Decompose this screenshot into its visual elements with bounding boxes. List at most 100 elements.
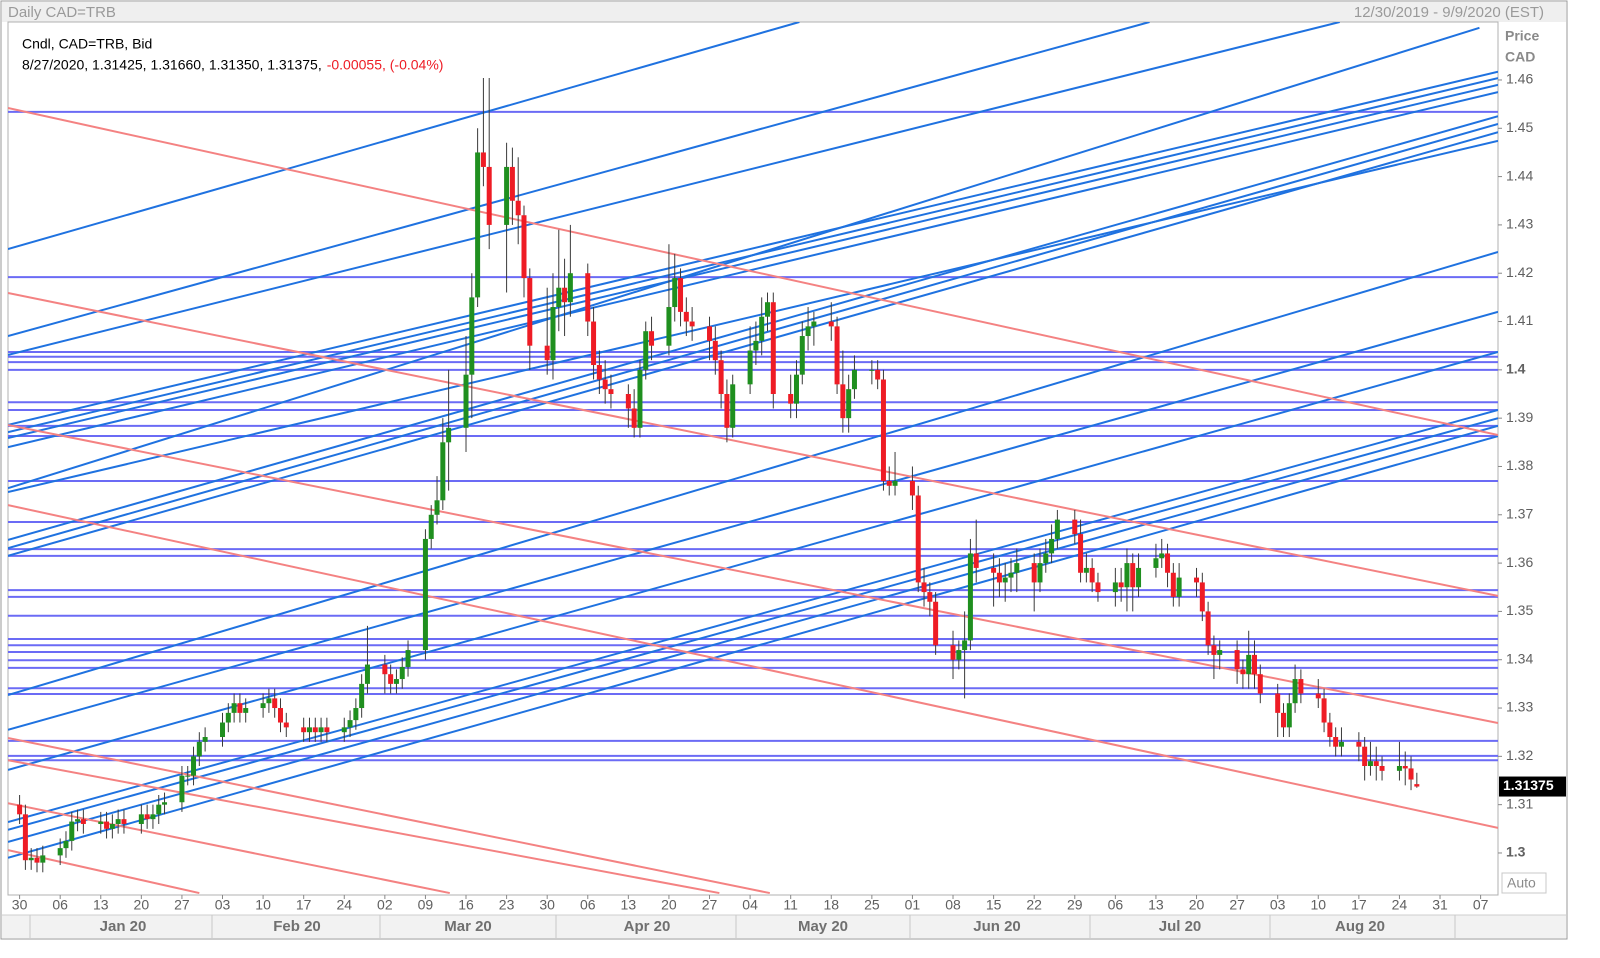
x-tick-label: 29 [1067,897,1083,913]
candle-body [1362,746,1368,767]
trend-line [8,351,1498,771]
candle-body [1298,679,1304,694]
x-tick-label: 27 [174,897,190,913]
x-tick-label: 07 [1473,897,1489,913]
candle-body [283,722,289,728]
candle-body [34,857,40,863]
candle-body [753,340,759,351]
scale-mode[interactable]: Auto [1507,875,1536,891]
candle-body [591,321,597,366]
y-tick-label: 1.34 [1506,650,1533,666]
x-tick-label: 09 [418,897,434,913]
x-tick-label: 06 [580,897,596,913]
x-tick-label: 01 [905,897,921,913]
month-label: Jan 20 [100,918,147,935]
trend-line [8,115,1498,541]
y-tick-label: 1.33 [1506,699,1533,715]
month-label: Mar 20 [444,918,492,935]
candle-body [933,601,939,646]
candle-body [260,703,266,709]
candle-body [480,152,486,167]
x-tick-label: 22 [1026,897,1042,913]
candle-body [509,166,515,201]
candle-body [915,495,921,583]
candle-body [550,307,556,361]
x-tick-label: 31 [1432,897,1448,913]
candle-body [1165,553,1171,573]
trend-line [8,408,1498,824]
candle-body [602,379,608,390]
candle-body [1414,784,1420,787]
y-tick-label: 1.44 [1506,167,1533,183]
candle-body [892,480,898,486]
candle-body [104,821,110,829]
x-tick-label: 06 [52,897,68,913]
candle-body [921,582,927,593]
trend-line [8,417,1498,831]
candle-body [1408,768,1414,780]
plot-area [7,21,1499,896]
trend-line [8,139,1498,494]
candle-body [649,331,655,346]
candle-body [770,302,776,395]
candle-body [22,814,28,861]
y-tick-label: 1.32 [1506,747,1533,763]
candle-body [828,321,834,327]
candle-body [585,273,591,322]
y-tick-label: 1.3 [1506,844,1526,860]
trend-line [8,83,1498,439]
trend-line [8,424,1498,843]
candle-body [231,703,237,713]
candle-body [1321,698,1327,723]
x-tick-label: 11 [783,897,798,913]
candle-body [1217,650,1223,655]
candle-body [1054,519,1060,539]
candle-body [191,756,197,776]
scale-mode-box[interactable] [1501,872,1547,894]
y-tick-label: 1.35 [1506,602,1533,618]
candle-body [515,200,521,216]
x-tick-label: 13 [93,897,109,913]
candle-body [643,331,649,370]
candle-body [1095,582,1101,593]
candle-body [834,326,840,385]
candle-body [1373,761,1379,767]
candle-body [179,775,185,803]
candle-body [318,727,324,733]
candle-body [996,572,1002,583]
candle-body [277,708,283,723]
candle-body [220,722,226,738]
candle-body [689,321,695,327]
x-tick-label: 24 [336,897,352,913]
candle-body [1246,654,1252,675]
candle-body [1338,741,1344,747]
month-strip [2,915,1566,938]
month-label: Jun 20 [973,918,1021,935]
candle-body [1049,538,1055,554]
candle-body [851,369,857,390]
x-tick-label: 27 [1229,897,1245,913]
candle-body [434,500,440,515]
candle-body [562,287,568,303]
trend-line [8,292,1498,597]
chart-title: Daily CAD=TRB [8,4,116,21]
candle-body [1002,577,1008,583]
x-tick-label: 10 [1310,897,1326,913]
candle-body [1205,611,1211,646]
candle-body [927,592,933,602]
candle-body [1257,674,1263,694]
candle-body [1176,577,1182,597]
candle-body [747,350,753,385]
y-axis-title: Price [1505,28,1539,44]
candle-body [962,640,968,651]
y-tick-label: 1.36 [1506,554,1533,570]
y-tick-label: 1.46 [1506,71,1533,87]
candle-body [1089,567,1095,583]
candle-body [1130,563,1136,588]
x-tick-label: 13 [1148,897,1164,913]
candle-body [840,384,846,419]
x-tick-label: 02 [377,897,393,913]
trend-line [8,251,1498,696]
candle-body [121,819,127,824]
trend-line [8,737,771,895]
